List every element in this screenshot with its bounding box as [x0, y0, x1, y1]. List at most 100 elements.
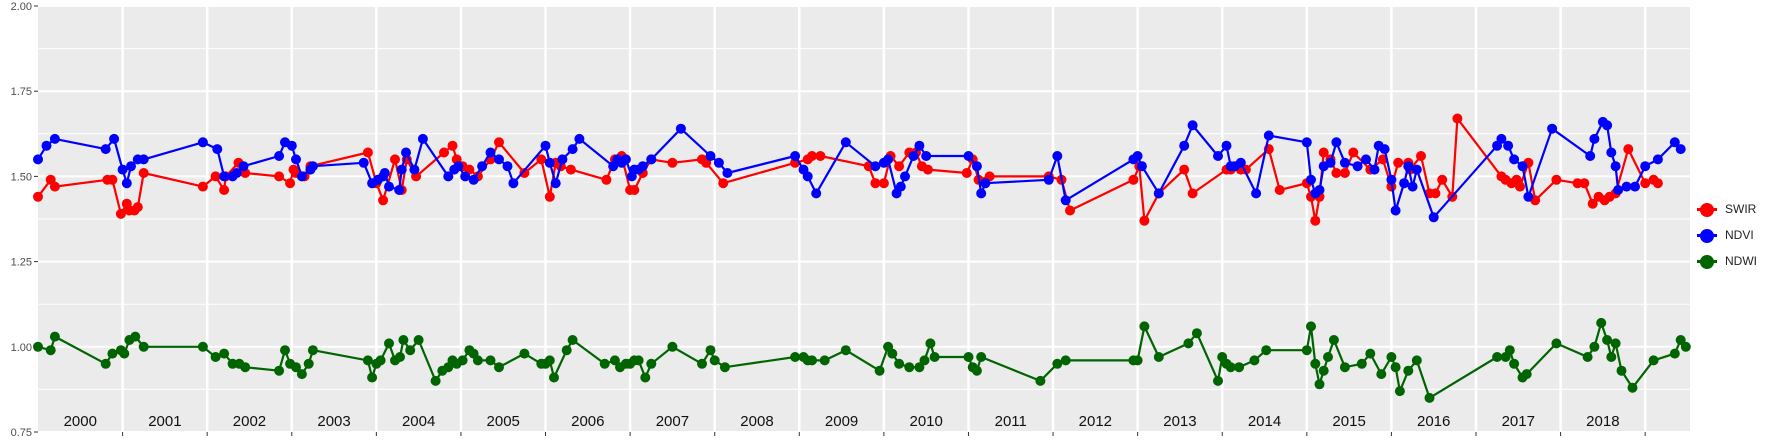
data-point-ndvi — [914, 140, 925, 151]
data-point-ndvi — [1325, 157, 1336, 168]
data-point-ndwi — [1669, 348, 1680, 359]
data-point-ndvi — [971, 161, 982, 172]
data-point-ndwi — [1314, 379, 1325, 390]
data-point-ndwi — [709, 355, 720, 366]
year-label: 2015 — [1332, 413, 1365, 430]
data-point-ndwi — [1627, 382, 1638, 393]
data-point-ndwi — [519, 348, 530, 359]
data-point-ndwi — [138, 341, 149, 352]
data-point-ndvi — [895, 181, 906, 192]
data-point-swir — [565, 164, 576, 175]
data-point-ndwi — [1376, 369, 1387, 380]
data-point-ndvi — [1352, 161, 1363, 172]
data-point-ndwi — [1306, 321, 1316, 332]
data-point-ndvi — [1589, 133, 1600, 144]
data-point-ndvi — [1179, 140, 1190, 151]
data-point-ndvi — [231, 168, 242, 178]
data-point-swir — [1430, 188, 1441, 199]
data-point-ndvi — [1411, 164, 1422, 175]
data-point-ndvi — [121, 178, 132, 189]
data-point-swir — [870, 178, 881, 189]
data-point-ndwi — [210, 352, 221, 362]
data-point-ndvi — [1263, 130, 1274, 141]
data-point-ndvi — [1187, 120, 1198, 131]
data-point-ndvi — [1390, 205, 1401, 216]
data-point-ndwi — [904, 362, 915, 373]
data-point-ndwi — [1035, 375, 1046, 386]
data-point-ndvi — [713, 157, 724, 168]
data-point-ndwi — [1648, 355, 1659, 366]
data-point-ndwi — [1191, 328, 1202, 339]
data-point-ndwi — [1411, 355, 1422, 366]
data-point-ndvi — [477, 161, 488, 172]
y-tick-label: 2.00 — [11, 1, 32, 13]
data-point-swir — [362, 147, 373, 158]
data-point-ndvi — [1314, 185, 1325, 195]
data-point-ndvi — [494, 154, 504, 165]
data-point-ndwi — [667, 341, 678, 352]
data-point-ndvi — [1606, 147, 1617, 158]
data-point-ndwi — [1365, 348, 1376, 359]
y-tick-label: 1.25 — [11, 257, 32, 269]
data-point-ndvi — [238, 161, 249, 172]
data-point-ndwi — [119, 348, 130, 359]
data-point-ndwi — [1386, 352, 1397, 362]
data-point-ndwi — [1318, 365, 1329, 376]
year-label: 2017 — [1502, 413, 1535, 430]
data-point-ndvi — [1060, 195, 1071, 206]
data-point-swir — [1065, 205, 1075, 216]
data-point-ndwi — [840, 345, 851, 356]
data-point-ndvi — [1369, 164, 1380, 175]
minor-gridlines — [38, 48, 1690, 390]
data-point-ndwi — [963, 352, 974, 362]
data-point-ndwi — [1504, 345, 1515, 356]
data-point-swir — [33, 191, 43, 202]
data-point-ndwi — [1261, 345, 1272, 356]
data-point-ndvi — [544, 157, 555, 168]
data-point-ndvi — [1613, 185, 1624, 195]
data-point-ndvi — [811, 188, 822, 199]
data-point-ndvi — [1306, 174, 1316, 185]
data-point-ndvi — [1640, 161, 1651, 172]
data-point-ndwi — [1680, 341, 1691, 352]
data-point-swir — [132, 202, 143, 213]
data-point-ndvi — [646, 154, 657, 165]
y-tick-label: 1.75 — [11, 86, 32, 98]
year-labels: 2000 2001 2002 2003 2004 2005 2006 2007 2008 2009… — [64, 413, 1620, 430]
data-point-ndvi — [637, 161, 648, 172]
data-point-ndwi — [599, 358, 610, 369]
data-point-ndwi — [1675, 335, 1686, 345]
data-point-swir — [1393, 157, 1404, 168]
data-point-swir — [1587, 198, 1598, 209]
y-axis: 0.75 1.00 1.25 1.50 1.75 2.00 — [11, 1, 38, 439]
data-point-ndwi — [1213, 375, 1223, 386]
data-point-swir — [1318, 147, 1329, 158]
data-point-swir — [49, 181, 60, 192]
data-point-ndwi — [1225, 362, 1236, 373]
data-point-ndvi — [468, 174, 479, 185]
legend-label-swir: SWIR — [1725, 202, 1757, 216]
data-point-swir — [519, 168, 530, 178]
data-point-ndwi — [1183, 338, 1194, 349]
data-point-ndwi — [307, 345, 318, 356]
year-label: 2006 — [571, 413, 604, 430]
data-point-ndwi — [398, 335, 409, 345]
data-point-ndwi — [240, 362, 251, 373]
data-point-ndvi — [417, 133, 428, 144]
data-point-ndwi — [976, 352, 987, 362]
data-point-ndwi — [971, 365, 982, 376]
legend-key-ndwi — [1695, 249, 1719, 273]
data-point-ndwi — [549, 372, 559, 383]
data-point-ndvi — [557, 154, 568, 165]
data-point-ndwi — [567, 335, 578, 345]
data-point-ndvi — [705, 151, 716, 161]
data-point-ndwi — [1339, 362, 1350, 373]
data-point-swir — [1128, 174, 1139, 185]
data-point-swir — [1640, 178, 1651, 189]
data-point-swir — [922, 164, 933, 175]
data-point-swir — [107, 174, 118, 185]
data-point-swir — [138, 168, 149, 178]
data-point-ndwi — [646, 358, 657, 369]
data-point-ndvi — [883, 154, 894, 165]
